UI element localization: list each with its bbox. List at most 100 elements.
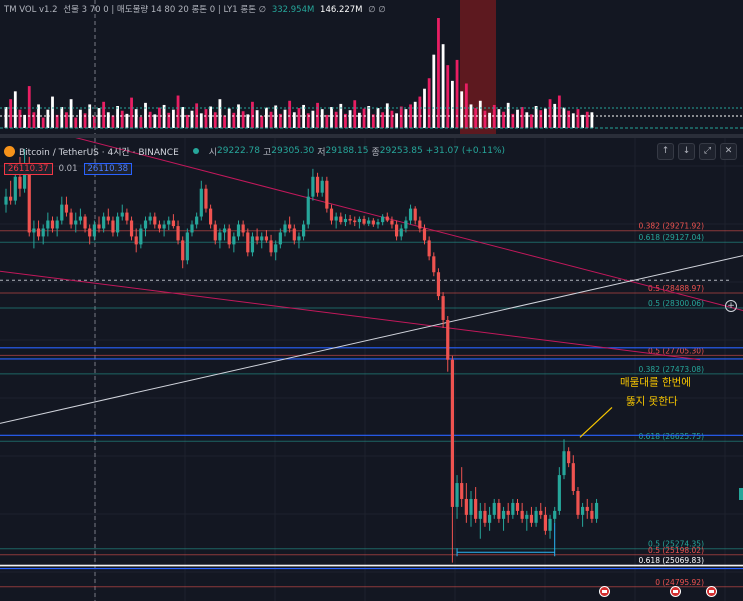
us-flag-event-icon[interactable]: [599, 586, 610, 597]
volume-bar: [227, 108, 231, 128]
price-pane[interactable]: 0.382 (29271.92) 0.618 (29127.04) 0.5 (284…: [0, 138, 743, 601]
candle-body: [176, 226, 180, 241]
candle-body: [474, 498, 478, 519]
volume-bar: [399, 106, 403, 128]
candle-body: [464, 498, 468, 515]
volume-bar: [158, 107, 161, 128]
volume-bar: [199, 113, 203, 128]
volume-bar: [409, 104, 412, 128]
candle-body: [446, 319, 450, 360]
volume-bar: [41, 117, 45, 128]
candle-body: [4, 196, 8, 205]
volume-bar: [511, 113, 515, 128]
volume-bar: [111, 115, 115, 128]
bitcoin-icon: [4, 145, 15, 157]
volume-bar: [548, 99, 552, 128]
candle-body: [320, 180, 324, 193]
candle-body: [185, 232, 189, 261]
candle-body: [292, 228, 296, 241]
open-label: 시: [208, 147, 218, 158]
volume-bar: [534, 106, 538, 128]
candle-body: [297, 236, 301, 241]
volume-bar: [92, 116, 96, 128]
high-value: 29305.30: [271, 146, 315, 156]
candle-body: [269, 240, 273, 253]
us-flag-event-icon[interactable]: [670, 586, 681, 597]
volume-bar: [557, 95, 561, 128]
volume-bar: [237, 104, 240, 128]
volume-bar: [83, 113, 87, 128]
volume-bar: [567, 110, 571, 128]
volume-bar: [376, 108, 380, 128]
volume-bar: [283, 109, 287, 128]
candle-body: [9, 196, 13, 201]
candle-body: [567, 451, 571, 464]
sell-price-box[interactable]: 26110.37: [4, 163, 53, 175]
candle-body: [501, 510, 506, 519]
channel-lower-line: [0, 270, 701, 361]
candle-body: [157, 224, 162, 229]
move-down-button[interactable]: ↓: [678, 143, 695, 160]
candle-body: [506, 510, 510, 515]
volume-bar: [204, 109, 208, 128]
candle-body: [422, 228, 427, 241]
move-up-button[interactable]: ↑: [657, 143, 674, 160]
symbol-legend[interactable]: Bitcoin / TetherUS · 4시간 · BINANCE 시 292…: [4, 144, 508, 158]
candle-body: [27, 164, 31, 233]
volume-bar: [478, 100, 482, 128]
candle-body: [125, 212, 129, 221]
volume-bar: [581, 114, 584, 128]
volume-bar: [571, 113, 575, 128]
maximize-pane-button[interactable]: ⤢: [699, 143, 716, 160]
close-pane-button[interactable]: ✕: [720, 143, 737, 160]
volume-bar: [306, 113, 310, 128]
candle-body: [562, 451, 566, 476]
volume-bar: [427, 78, 431, 128]
volume-bar: [139, 117, 143, 128]
volume-bar: [474, 108, 478, 128]
candle-body: [102, 216, 106, 229]
fib-level-label: 0.5 (28488.97): [648, 284, 704, 293]
volume-bar: [553, 103, 557, 128]
volume-indicator-legend[interactable]: TM VOL v1.2 선물 3 70 0 | 매도물량 14 80 20 롱톤…: [4, 3, 389, 17]
candle-body: [204, 188, 208, 209]
candle-body: [515, 502, 520, 511]
volume-bar: [497, 109, 501, 128]
volume-bar: [60, 107, 64, 128]
candle-body: [520, 510, 524, 519]
volume-bar: [79, 109, 82, 128]
buy-price-box[interactable]: 26110.38: [83, 163, 133, 175]
candle-body: [199, 188, 203, 217]
candle-body: [236, 224, 241, 237]
candle-body: [362, 218, 366, 224]
volume-bar: [483, 110, 487, 128]
volume-bar: [55, 114, 59, 128]
fib-level-label: 0.5 (28300.06): [648, 299, 704, 308]
volume-bar: [9, 99, 13, 128]
volume-bar: [251, 101, 254, 128]
us-flag-event-icon[interactable]: [706, 586, 717, 597]
candle-body: [395, 224, 399, 237]
volume-bar: [172, 109, 175, 128]
add-alert-icon[interactable]: +: [725, 300, 737, 312]
candle-body: [129, 220, 134, 237]
volume-bar: [120, 110, 124, 128]
candle-body: [69, 212, 73, 225]
pane-separator[interactable]: [0, 134, 743, 138]
volume-bar: [576, 109, 580, 128]
candle-body: [525, 514, 529, 519]
candle-body: [585, 506, 589, 511]
candle-body: [581, 506, 585, 515]
volume-bar: [311, 110, 315, 128]
candle-body: [436, 272, 441, 297]
candle-body: [116, 216, 120, 233]
candle-body: [274, 244, 278, 253]
fib-level-label: 0.382 (29271.92): [639, 222, 705, 231]
volume-indicator-suffix: ∅ ∅: [368, 5, 386, 15]
volume-bar: [371, 114, 375, 128]
candle-body: [120, 212, 124, 217]
channel-upper-line: [75, 138, 743, 311]
volume-bar: [74, 117, 78, 128]
candle-body: [441, 296, 445, 320]
price-scale-tab[interactable]: [739, 488, 743, 500]
